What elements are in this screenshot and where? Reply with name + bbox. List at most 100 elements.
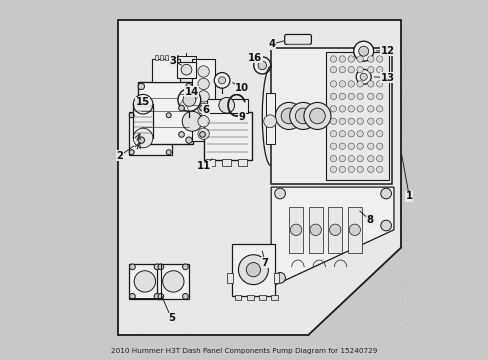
Point <box>338 56 346 62</box>
Point <box>395 29 403 35</box>
Point <box>184 277 192 283</box>
Point <box>209 98 217 103</box>
Point <box>115 78 122 84</box>
Circle shape <box>182 111 202 131</box>
Point <box>225 66 233 71</box>
Point <box>287 63 295 68</box>
Point <box>343 225 351 231</box>
Point <box>174 66 182 71</box>
Point <box>130 158 138 164</box>
Point <box>340 319 348 325</box>
Point <box>396 113 404 118</box>
Point <box>275 29 283 35</box>
Point <box>128 183 136 189</box>
Point <box>246 240 254 246</box>
Circle shape <box>339 81 345 87</box>
Point <box>346 204 354 210</box>
Point <box>130 157 138 163</box>
Point <box>240 275 247 281</box>
Point <box>305 207 312 212</box>
Point <box>337 56 345 62</box>
Circle shape <box>185 137 192 143</box>
Point <box>194 24 202 30</box>
Point <box>162 287 169 293</box>
Point <box>253 281 261 287</box>
Point <box>268 174 276 180</box>
Point <box>204 232 212 238</box>
Point <box>173 318 181 324</box>
Point <box>357 246 365 251</box>
Point <box>308 249 316 255</box>
Point <box>366 308 374 314</box>
Point <box>283 118 291 124</box>
Point <box>263 116 270 121</box>
Point <box>391 220 399 226</box>
Point <box>346 77 354 82</box>
Point <box>329 50 337 55</box>
Point <box>337 91 345 96</box>
Point <box>338 81 346 87</box>
Point <box>154 122 162 127</box>
Point <box>180 331 187 337</box>
Point <box>380 57 388 63</box>
Point <box>224 158 232 164</box>
Point <box>133 201 141 206</box>
Point <box>141 143 149 149</box>
Point <box>276 139 284 144</box>
Point <box>398 245 406 251</box>
Point <box>175 98 183 103</box>
Point <box>266 121 274 127</box>
Point <box>183 26 191 32</box>
Point <box>153 107 161 113</box>
Point <box>163 57 171 63</box>
Point <box>136 186 144 192</box>
Point <box>282 72 289 78</box>
Point <box>377 31 385 36</box>
Point <box>199 93 207 99</box>
Point <box>317 305 325 311</box>
Point <box>397 185 405 190</box>
Point <box>400 198 407 203</box>
Point <box>284 60 292 66</box>
Point <box>141 203 148 209</box>
Point <box>261 22 269 28</box>
Point <box>207 192 215 198</box>
Point <box>114 298 122 303</box>
Point <box>361 253 369 258</box>
Point <box>210 330 218 336</box>
Point <box>342 125 349 130</box>
Point <box>203 46 211 52</box>
Point <box>161 143 169 149</box>
Point <box>177 132 184 138</box>
Point <box>193 324 201 329</box>
Point <box>318 188 326 193</box>
Point <box>247 292 255 298</box>
Point <box>199 264 206 269</box>
Point <box>161 232 169 238</box>
Point <box>321 193 328 199</box>
Point <box>339 102 347 108</box>
Point <box>396 151 404 157</box>
Point <box>398 238 406 244</box>
Point <box>366 239 373 245</box>
Point <box>146 276 154 282</box>
Point <box>131 132 139 138</box>
Point <box>359 67 366 72</box>
Point <box>187 156 195 162</box>
Point <box>337 182 345 188</box>
Point <box>178 192 185 198</box>
Point <box>214 175 222 181</box>
Point <box>392 22 400 28</box>
Point <box>201 263 208 269</box>
Point <box>357 192 365 198</box>
Point <box>234 150 242 156</box>
Point <box>213 281 221 287</box>
Point <box>232 312 240 318</box>
Point <box>351 275 359 281</box>
Point <box>257 307 265 313</box>
Point <box>293 207 301 213</box>
Point <box>320 148 328 154</box>
Circle shape <box>339 131 345 137</box>
Point <box>347 54 355 59</box>
Point <box>144 251 152 257</box>
